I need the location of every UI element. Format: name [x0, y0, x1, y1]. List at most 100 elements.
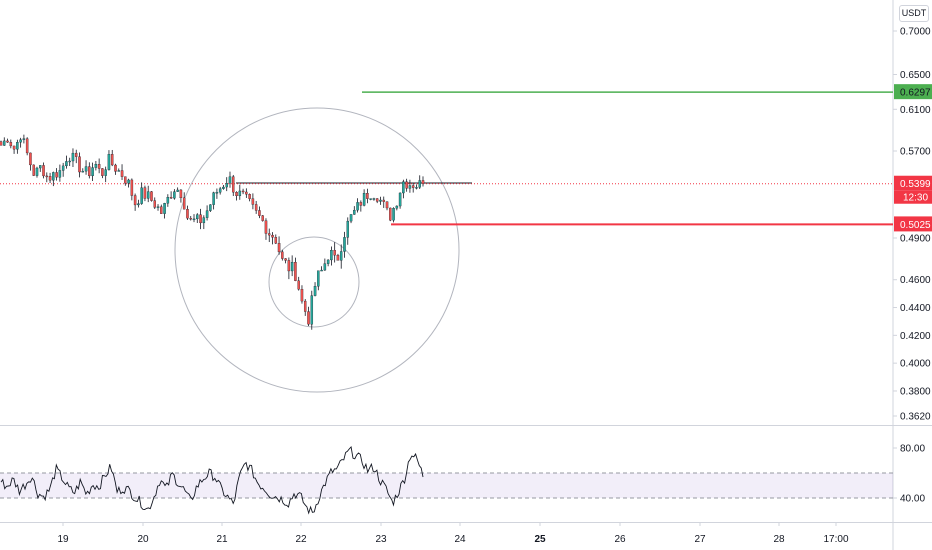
candle-body [225, 183, 228, 188]
candle-body [222, 186, 225, 189]
candle-body [169, 197, 173, 199]
candle-body [25, 138, 29, 154]
candle-body [137, 203, 140, 206]
candle-body [127, 179, 130, 184]
candle-body [408, 185, 412, 189]
price-tick-label: 0.4000 [900, 359, 931, 370]
candle-body [372, 198, 376, 200]
candle-body [287, 260, 291, 272]
candle-body [261, 215, 264, 221]
candle-body [281, 251, 284, 259]
candle-body [297, 280, 300, 290]
candle-body [19, 139, 22, 143]
candle-body [218, 188, 222, 193]
candle-body [61, 165, 65, 171]
chart-drawings [0, 91, 893, 393]
candle-body [71, 152, 75, 162]
candle-body [359, 202, 363, 206]
candle-body [140, 187, 143, 204]
candle-body [3, 140, 6, 146]
candle-body [353, 209, 356, 215]
candle-body [235, 192, 238, 197]
large-circle-drawing [174, 107, 460, 393]
time-tick-label: 23 [375, 534, 387, 545]
candle-body [58, 170, 62, 178]
candle-body [104, 169, 107, 176]
stop-price-tag-bg [894, 216, 932, 232]
candle-body [238, 190, 242, 197]
rsi-band [0, 473, 893, 498]
candle-body [133, 195, 137, 206]
price-tick-label: 0.3800 [900, 386, 931, 397]
candle-body [232, 176, 235, 193]
candle-body [264, 220, 268, 234]
candle-body [199, 214, 202, 224]
candle-body [385, 201, 389, 209]
candle-body [251, 198, 255, 205]
candle-body [163, 203, 166, 214]
last-price-tag-bg [894, 175, 932, 191]
candle-body [68, 160, 71, 163]
candle-body [313, 286, 317, 296]
candle-body [45, 175, 49, 178]
candle-body [12, 145, 16, 150]
candle-body [101, 168, 104, 176]
price-tick-label: 0.6100 [900, 105, 931, 116]
candle-body [356, 202, 359, 211]
candle-body [415, 187, 418, 189]
candle-body [6, 140, 9, 143]
time-tick-label: 24 [454, 534, 466, 545]
candle-body [91, 167, 94, 177]
candle-body [258, 210, 261, 216]
candle-body [176, 189, 179, 192]
candle-body [81, 170, 85, 173]
candle-body [418, 180, 421, 188]
candle-body [405, 181, 408, 189]
candle-body [124, 176, 127, 184]
candle-body [189, 218, 192, 220]
candle-body [369, 198, 372, 200]
candle-body [16, 142, 19, 150]
candle-body [395, 205, 399, 209]
candle-body [307, 311, 310, 325]
time-tick-label: 26 [614, 534, 626, 545]
candle-body [398, 192, 402, 207]
candle-body [333, 250, 336, 256]
axis-labels: 0.7000 0.6500 0.6100 0.5700 0.4900 0.4600 0.44… [57, 27, 932, 545]
candle-body [78, 156, 81, 173]
candle-body [336, 255, 340, 261]
rsi-line [0, 446, 424, 515]
candle-body [22, 138, 26, 140]
target-price-tag: 0.6297 [900, 88, 931, 99]
candle-body [150, 191, 153, 201]
candle-body [271, 234, 274, 238]
rsi-tick-label: 40.00 [900, 494, 925, 505]
candle-body [39, 165, 42, 169]
price-tick-label: 0.7000 [900, 27, 931, 38]
candle-body [402, 181, 405, 194]
candle-body [42, 165, 45, 177]
countdown-bg [894, 190, 932, 204]
candle-body [300, 289, 304, 302]
stop-price-tag: 0.5025 [900, 220, 931, 231]
time-tick-label: 20 [137, 534, 149, 545]
candle-body [366, 193, 369, 199]
price-tick-label: 0.5700 [900, 147, 931, 158]
candle-body [254, 204, 258, 211]
price-tick-label: 0.3620 [900, 412, 931, 423]
candle-body [166, 197, 170, 204]
candle-body [421, 180, 425, 184]
price-tick-label: 0.4600 [900, 275, 931, 286]
candle-body [29, 152, 32, 166]
currency-badge[interactable]: USDT [899, 5, 929, 22]
candle-body [284, 258, 287, 261]
candle-body [130, 179, 134, 196]
candle-body [228, 176, 232, 184]
rsi-pane [0, 446, 893, 515]
candle-body [343, 237, 346, 252]
candle-body [65, 161, 68, 167]
candle-body [362, 193, 366, 206]
candle-body [84, 166, 88, 172]
candle-body [205, 210, 209, 218]
